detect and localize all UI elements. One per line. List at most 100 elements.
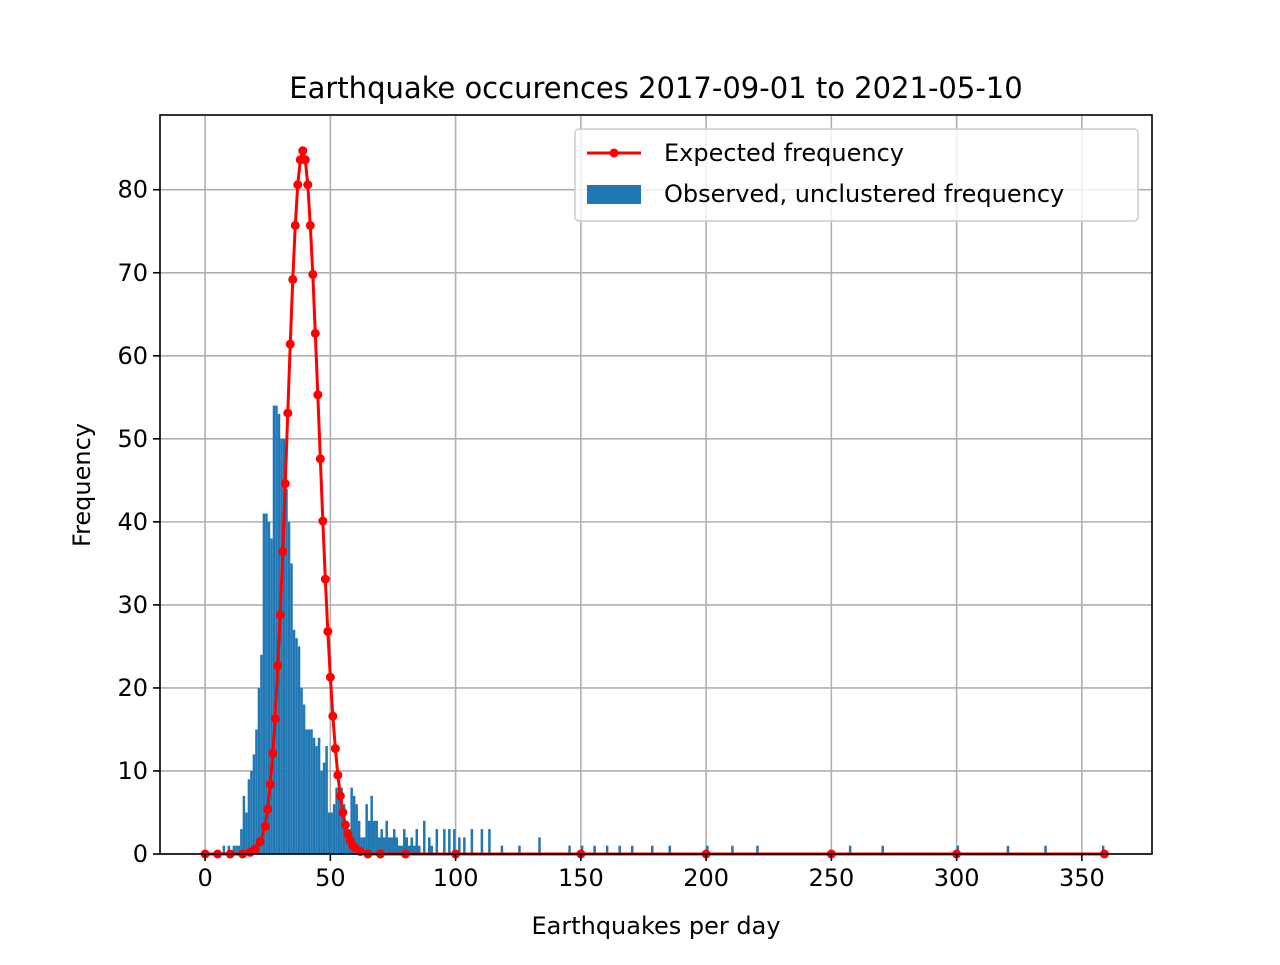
legend-observed-label: Observed, unclustered frequency [664, 180, 1064, 208]
y-axis-label: Frequency [68, 423, 96, 547]
histogram-bar [392, 829, 396, 854]
histogram-bar [320, 770, 323, 854]
histogram-bar [285, 488, 288, 854]
y-tick-label: 10 [117, 757, 148, 785]
histogram-bar [430, 845, 434, 854]
histogram-bar [400, 845, 403, 854]
histogram-bar [282, 438, 286, 854]
histogram-bar [330, 812, 333, 854]
x-axis-label: Earthquakes per day [531, 912, 780, 940]
histogram-bar [377, 837, 381, 854]
histogram-bar [280, 438, 283, 854]
expected-frequency-marker [333, 770, 343, 780]
expected-frequency-marker [303, 180, 313, 190]
histogram-bar [1006, 845, 1010, 854]
histogram-bar [270, 538, 273, 854]
y-tick-label: 60 [117, 342, 148, 370]
expected-frequency-marker [268, 749, 278, 759]
histogram-bar [370, 795, 373, 854]
expected-frequency-marker [288, 274, 298, 284]
histogram-bar [415, 829, 419, 854]
histogram-bar [317, 737, 321, 854]
histogram-bar [232, 845, 236, 854]
expected-frequency-marker [290, 220, 300, 230]
histogram-bar [302, 704, 306, 854]
y-tick-label: 50 [117, 425, 148, 453]
expected-frequency-marker [318, 516, 328, 526]
histogram-bar [310, 729, 313, 854]
expected-frequency-marker [328, 711, 338, 721]
expected-frequency-marker [340, 820, 350, 830]
histogram-bar [357, 820, 361, 854]
expected-frequency-marker [310, 328, 320, 338]
histogram-bar [413, 845, 416, 854]
plot-frame [159, 114, 1153, 855]
x-tick-label: 50 [315, 864, 346, 892]
expected-frequency-marker [278, 547, 288, 557]
expected-frequency-marker [293, 180, 303, 190]
histogram-bar [372, 820, 376, 854]
histogram-bar [332, 804, 336, 854]
histogram-bar [307, 729, 311, 854]
histogram-bar [593, 845, 596, 854]
histogram-bar [458, 837, 461, 854]
histogram-bar [245, 812, 248, 854]
y-tick-label: 70 [117, 259, 148, 287]
histogram-bar [365, 804, 368, 854]
histogram-bar [247, 779, 251, 854]
expected-frequency-marker [250, 844, 260, 854]
histogram-bar [305, 729, 308, 854]
y-tick-label: 30 [117, 591, 148, 619]
expected-frequency-marker [280, 479, 290, 489]
histogram-bar [605, 845, 609, 854]
histogram-bar [367, 820, 371, 854]
histogram-bar [260, 654, 263, 854]
histogram-bar [428, 837, 431, 854]
histogram-bar [618, 845, 621, 854]
histogram-bar [275, 405, 278, 854]
histogram-bar [335, 787, 338, 854]
y-tick-label: 20 [117, 674, 148, 702]
histogram-bar [390, 837, 393, 854]
histogram-bar [267, 521, 271, 854]
histogram-bar [448, 829, 451, 854]
histogram-bar [240, 829, 243, 854]
histogram-bar [355, 804, 358, 854]
histogram-bar [242, 795, 246, 854]
histogram-bar [262, 513, 266, 854]
y-tick-label: 0 [133, 840, 148, 868]
expected-frequency-marker [315, 454, 325, 464]
histogram-bar [630, 845, 634, 854]
legend-box [574, 128, 1139, 222]
histogram-bar [650, 845, 654, 854]
histogram-bar [315, 746, 318, 854]
expected-frequency-marker [298, 146, 308, 156]
histogram-bar [257, 687, 261, 854]
y-tick-label: 40 [117, 508, 148, 536]
histogram-bar [402, 829, 406, 854]
expected-frequency-marker [265, 779, 275, 789]
histogram-bar [395, 837, 398, 854]
histogram-bar [488, 829, 491, 854]
expected-frequency-marker [275, 610, 285, 620]
histogram-bar [237, 845, 241, 854]
expected-frequency-marker [330, 744, 340, 754]
histogram-bar [360, 837, 363, 854]
expected-frequency-marker [313, 390, 323, 400]
expected-frequency-marker [325, 672, 335, 682]
histogram-bar [300, 687, 303, 854]
histogram-bar [418, 845, 421, 854]
histogram-bar [295, 638, 298, 854]
histogram-bar [453, 829, 456, 854]
histogram-bar [1044, 845, 1047, 854]
histogram-bar [290, 563, 293, 854]
histogram-bar [350, 787, 353, 854]
histogram-bar [362, 837, 366, 854]
axis-ticks: 0 50 100 150 200 250 300 350 0 10 20 30 40 50 60 70 80 [117, 176, 1104, 892]
expected-frequency-marker [285, 339, 295, 349]
expected-frequency-marker [300, 155, 310, 165]
histogram-bar [327, 812, 331, 854]
histogram-bar [375, 820, 378, 854]
histogram-bar [352, 795, 356, 854]
